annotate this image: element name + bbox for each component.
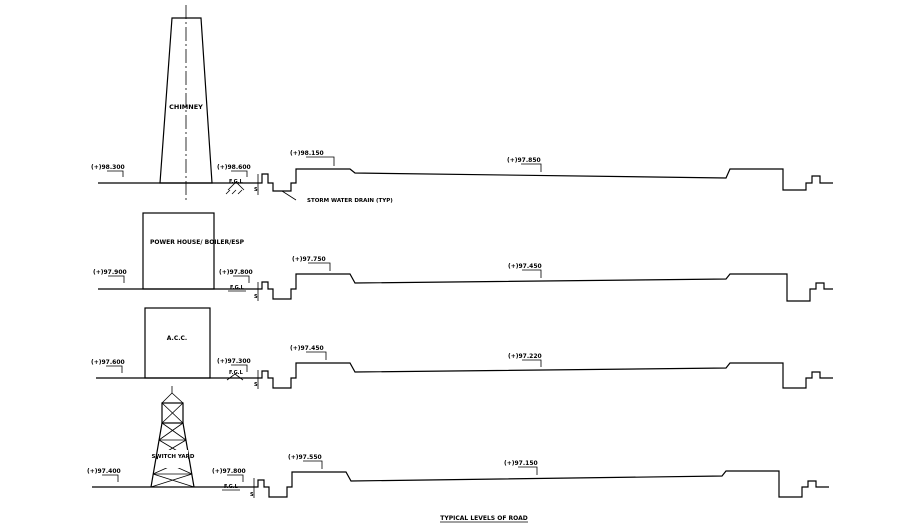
- level-label: (+)98.600: [217, 164, 251, 171]
- level-marker: [227, 474, 244, 482]
- building-outline: [142, 212, 215, 290]
- level-marker: [231, 364, 248, 372]
- level-marker: [107, 170, 124, 177]
- note-label: STORM WATER DRAIN (TYP): [307, 198, 393, 204]
- road-profile: [254, 273, 833, 302]
- level-marker: [102, 474, 119, 482]
- section-chimney: CHIMNEY (+)98.300 (+)98.600 F.G.L S STOR…: [91, 5, 833, 204]
- level-label: (+)98.300: [91, 164, 125, 171]
- level-label: (+)97.850: [507, 157, 541, 164]
- section-power-house: POWER HOUSE/ BOILER/ESP (+)97.900 (+)97.…: [93, 212, 833, 302]
- level-label: (+)97.450: [508, 263, 542, 270]
- level-label: (+)97.550: [288, 454, 322, 461]
- section-switch-yard: SWITCH YARD (+)97.400 (+)97.800 F.G.L S …: [87, 386, 829, 498]
- level-marker: [522, 359, 542, 367]
- leader-line: [281, 190, 297, 201]
- chimney-outline: [159, 17, 213, 184]
- structure-label: CHIMNEY: [169, 103, 203, 111]
- level-label: (+)97.400: [87, 468, 121, 475]
- dim-label: S: [254, 294, 258, 300]
- lattice-tower: [150, 386, 195, 488]
- fgl-hatch: [226, 373, 244, 381]
- road-profile: [254, 168, 833, 192]
- level-label: (+)97.150: [504, 460, 538, 467]
- level-marker: [306, 156, 335, 166]
- structure-label: A.C.C.: [167, 335, 187, 342]
- road-profile: [250, 470, 829, 498]
- dim-label: S: [250, 492, 254, 498]
- fgl-hatch: [237, 189, 243, 195]
- dim-label: S: [254, 187, 258, 193]
- level-marker: [106, 365, 123, 373]
- dim-label: S: [254, 382, 258, 388]
- level-marker: [518, 466, 538, 475]
- fgl-label: F.G.L: [224, 484, 239, 490]
- level-marker: [233, 275, 250, 283]
- level-marker: [231, 170, 248, 177]
- structure-label: POWER HOUSE/ BOILER/ESP: [150, 239, 245, 246]
- fgl-hatch: [231, 189, 237, 195]
- drawing-title: TYPICAL LEVELS OF ROAD: [440, 515, 527, 522]
- structure-label-bg: [158, 450, 188, 468]
- section-acc: A.C.C. (+)97.600 (+)97.300 F.G.L S (+)97…: [91, 307, 833, 389]
- fgl-hatch: [225, 189, 231, 195]
- level-marker: [306, 351, 327, 360]
- level-label: (+)98.150: [290, 150, 324, 157]
- fgl-hatch: [227, 181, 245, 191]
- level-marker: [522, 269, 542, 278]
- level-marker: [521, 163, 542, 172]
- level-marker: [303, 460, 323, 469]
- building-outline: [144, 307, 211, 379]
- level-label: (+)97.800: [219, 269, 253, 276]
- level-marker: [108, 275, 125, 283]
- level-label: (+)97.800: [212, 468, 246, 475]
- level-label: (+)97.750: [292, 256, 326, 263]
- road-profile: [254, 362, 833, 389]
- structure-label: SWITCH YARD: [152, 454, 195, 460]
- level-label: (+)97.300: [217, 358, 251, 365]
- level-label: (+)97.450: [290, 345, 324, 352]
- level-label: (+)97.600: [91, 359, 125, 366]
- fgl-label: F.G.L: [230, 285, 245, 291]
- fgl-label: F.G.L: [229, 370, 244, 376]
- level-label: (+)97.900: [93, 269, 127, 276]
- level-label: (+)97.220: [508, 353, 542, 360]
- level-marker: [308, 262, 331, 271]
